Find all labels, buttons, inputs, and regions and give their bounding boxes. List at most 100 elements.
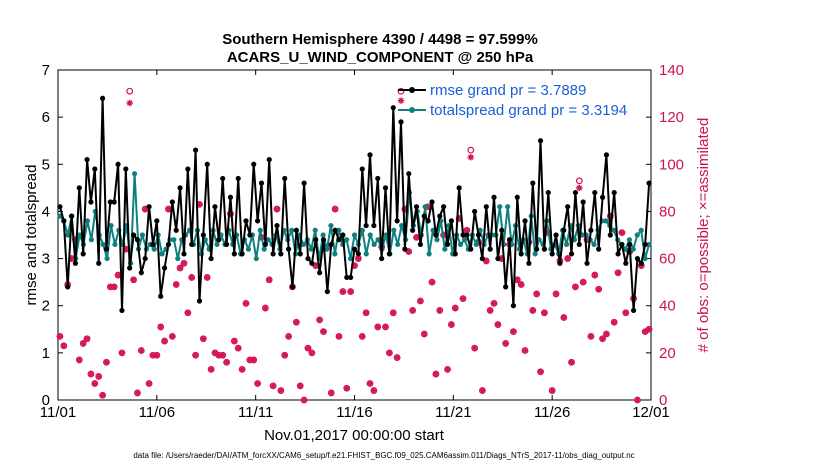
- obs-possible-point: [397, 87, 405, 95]
- rmse-point: [181, 251, 187, 257]
- obs-assimilated-point: [308, 349, 316, 357]
- totalspread-point: [265, 237, 271, 243]
- obs-assimilated-point: [471, 344, 478, 352]
- rmse-point: [522, 218, 528, 224]
- obs-assimilated-point: [223, 359, 230, 366]
- totalspread-point: [532, 251, 538, 257]
- obs-assimilated-point: [316, 316, 323, 324]
- obs-assimilated-point: [634, 396, 641, 404]
- rmse-point: [107, 199, 113, 205]
- obs-assimilated-point: [56, 333, 64, 340]
- obs-assimilated-point: [320, 328, 327, 335]
- obs-assimilated-point: [552, 290, 560, 298]
- rmse-point: [200, 232, 206, 238]
- obs-assimilated-point: [219, 352, 226, 359]
- obs-assimilated-point: [390, 309, 397, 316]
- obs-assimilated-point: [591, 271, 599, 279]
- totalspread-point: [611, 227, 617, 233]
- obs-assimilated-point: [328, 389, 335, 397]
- rmse-point: [212, 204, 218, 210]
- obs-assimilated-point: [169, 333, 176, 340]
- rmse-point: [468, 246, 474, 252]
- totalspread-point: [332, 251, 338, 257]
- obs-assimilated-point: [110, 283, 118, 291]
- obs-assimilated-point: [548, 387, 556, 394]
- x-axis-label: Nov.01,2017 00:00:00 start: [264, 427, 445, 444]
- rmse-point: [359, 166, 365, 172]
- obs-assimilated-point: [207, 366, 215, 373]
- obs-assimilated-point: [91, 380, 99, 387]
- obs-assimilated-point: [436, 307, 443, 314]
- rmse-point: [158, 293, 164, 299]
- obs-possible-point: [467, 146, 475, 154]
- obs-assimilated-point: [618, 229, 626, 236]
- obs-assimilated-point: [331, 205, 339, 213]
- rmse-point: [627, 241, 633, 248]
- obs-assimilated-point: [370, 387, 378, 394]
- obs-assimilated-point: [510, 328, 517, 335]
- rmse-point: [642, 241, 648, 248]
- chart-title-line1: Southern Hemisphere 4390 / 4498 = 97.599…: [222, 31, 538, 48]
- obs-assimilated-point: [176, 264, 184, 272]
- rmse-point: [127, 265, 133, 271]
- legend-rmse-marker: [409, 87, 415, 93]
- rmse-point: [231, 251, 237, 257]
- obs-assimilated-point: [529, 307, 536, 314]
- obs-assimilated-point: [560, 314, 567, 321]
- obs-assimilated-point: [343, 385, 350, 392]
- rmse-point: [557, 260, 563, 266]
- obs-assimilated-point: [502, 340, 509, 347]
- obs-assimilated-point: [188, 274, 195, 281]
- rmse-point: [499, 227, 505, 233]
- obs-assimilated-point: [262, 304, 269, 312]
- rmse-point: [634, 255, 641, 262]
- rmse-point: [379, 255, 385, 262]
- totalspread-point: [131, 171, 138, 177]
- rmse-point: [223, 241, 230, 248]
- totalspread-point: [563, 241, 570, 248]
- totalspread-point: [65, 232, 71, 238]
- rmse-point: [386, 251, 392, 257]
- rmse-point: [545, 189, 551, 196]
- rmse-point: [336, 237, 342, 243]
- rmse-point: [196, 298, 203, 304]
- totalspread-point: [261, 246, 267, 252]
- rmse-point: [534, 246, 540, 252]
- rmse-point: [351, 246, 358, 252]
- obs-assimilated-point: [599, 335, 606, 342]
- rmse-point: [514, 194, 520, 200]
- totalspread-point: [300, 241, 307, 248]
- rmse-point: [243, 218, 249, 224]
- obs-assimilated-point: [339, 288, 347, 295]
- rmse-point: [452, 251, 458, 257]
- rmse-point: [305, 255, 311, 262]
- rmse-point: [448, 218, 454, 224]
- rmse-point: [619, 241, 625, 248]
- obs-assimilated-point: [576, 184, 583, 192]
- obs-assimilated-point: [99, 392, 106, 399]
- rmse-point: [289, 284, 296, 290]
- totalspread-point: [426, 251, 432, 257]
- totalspread-point: [336, 227, 342, 233]
- rmse-point: [444, 241, 451, 248]
- rmse-point: [553, 232, 559, 238]
- obs-assimilated-point: [645, 326, 653, 333]
- obs-assimilated-point: [60, 342, 68, 349]
- rmse-point: [161, 265, 168, 271]
- obs-assimilated-point: [204, 274, 211, 281]
- x-tick-label: 11/21: [435, 404, 471, 421]
- y-left-tick-label: 6: [42, 109, 50, 126]
- totalspread-point: [375, 237, 381, 243]
- obs-assimilated-point: [409, 307, 416, 314]
- obs-assimilated-point: [517, 281, 525, 288]
- rmse-point: [568, 251, 575, 257]
- rmse-point: [258, 180, 265, 186]
- rmse-point: [572, 189, 579, 196]
- totalspread-point: [457, 241, 464, 248]
- obs-assimilated-point: [235, 344, 242, 352]
- obs-assimilated-point: [452, 304, 459, 312]
- obs-assimilated-point: [200, 335, 207, 342]
- totalspread-point: [289, 227, 295, 233]
- rmse-point: [576, 241, 582, 248]
